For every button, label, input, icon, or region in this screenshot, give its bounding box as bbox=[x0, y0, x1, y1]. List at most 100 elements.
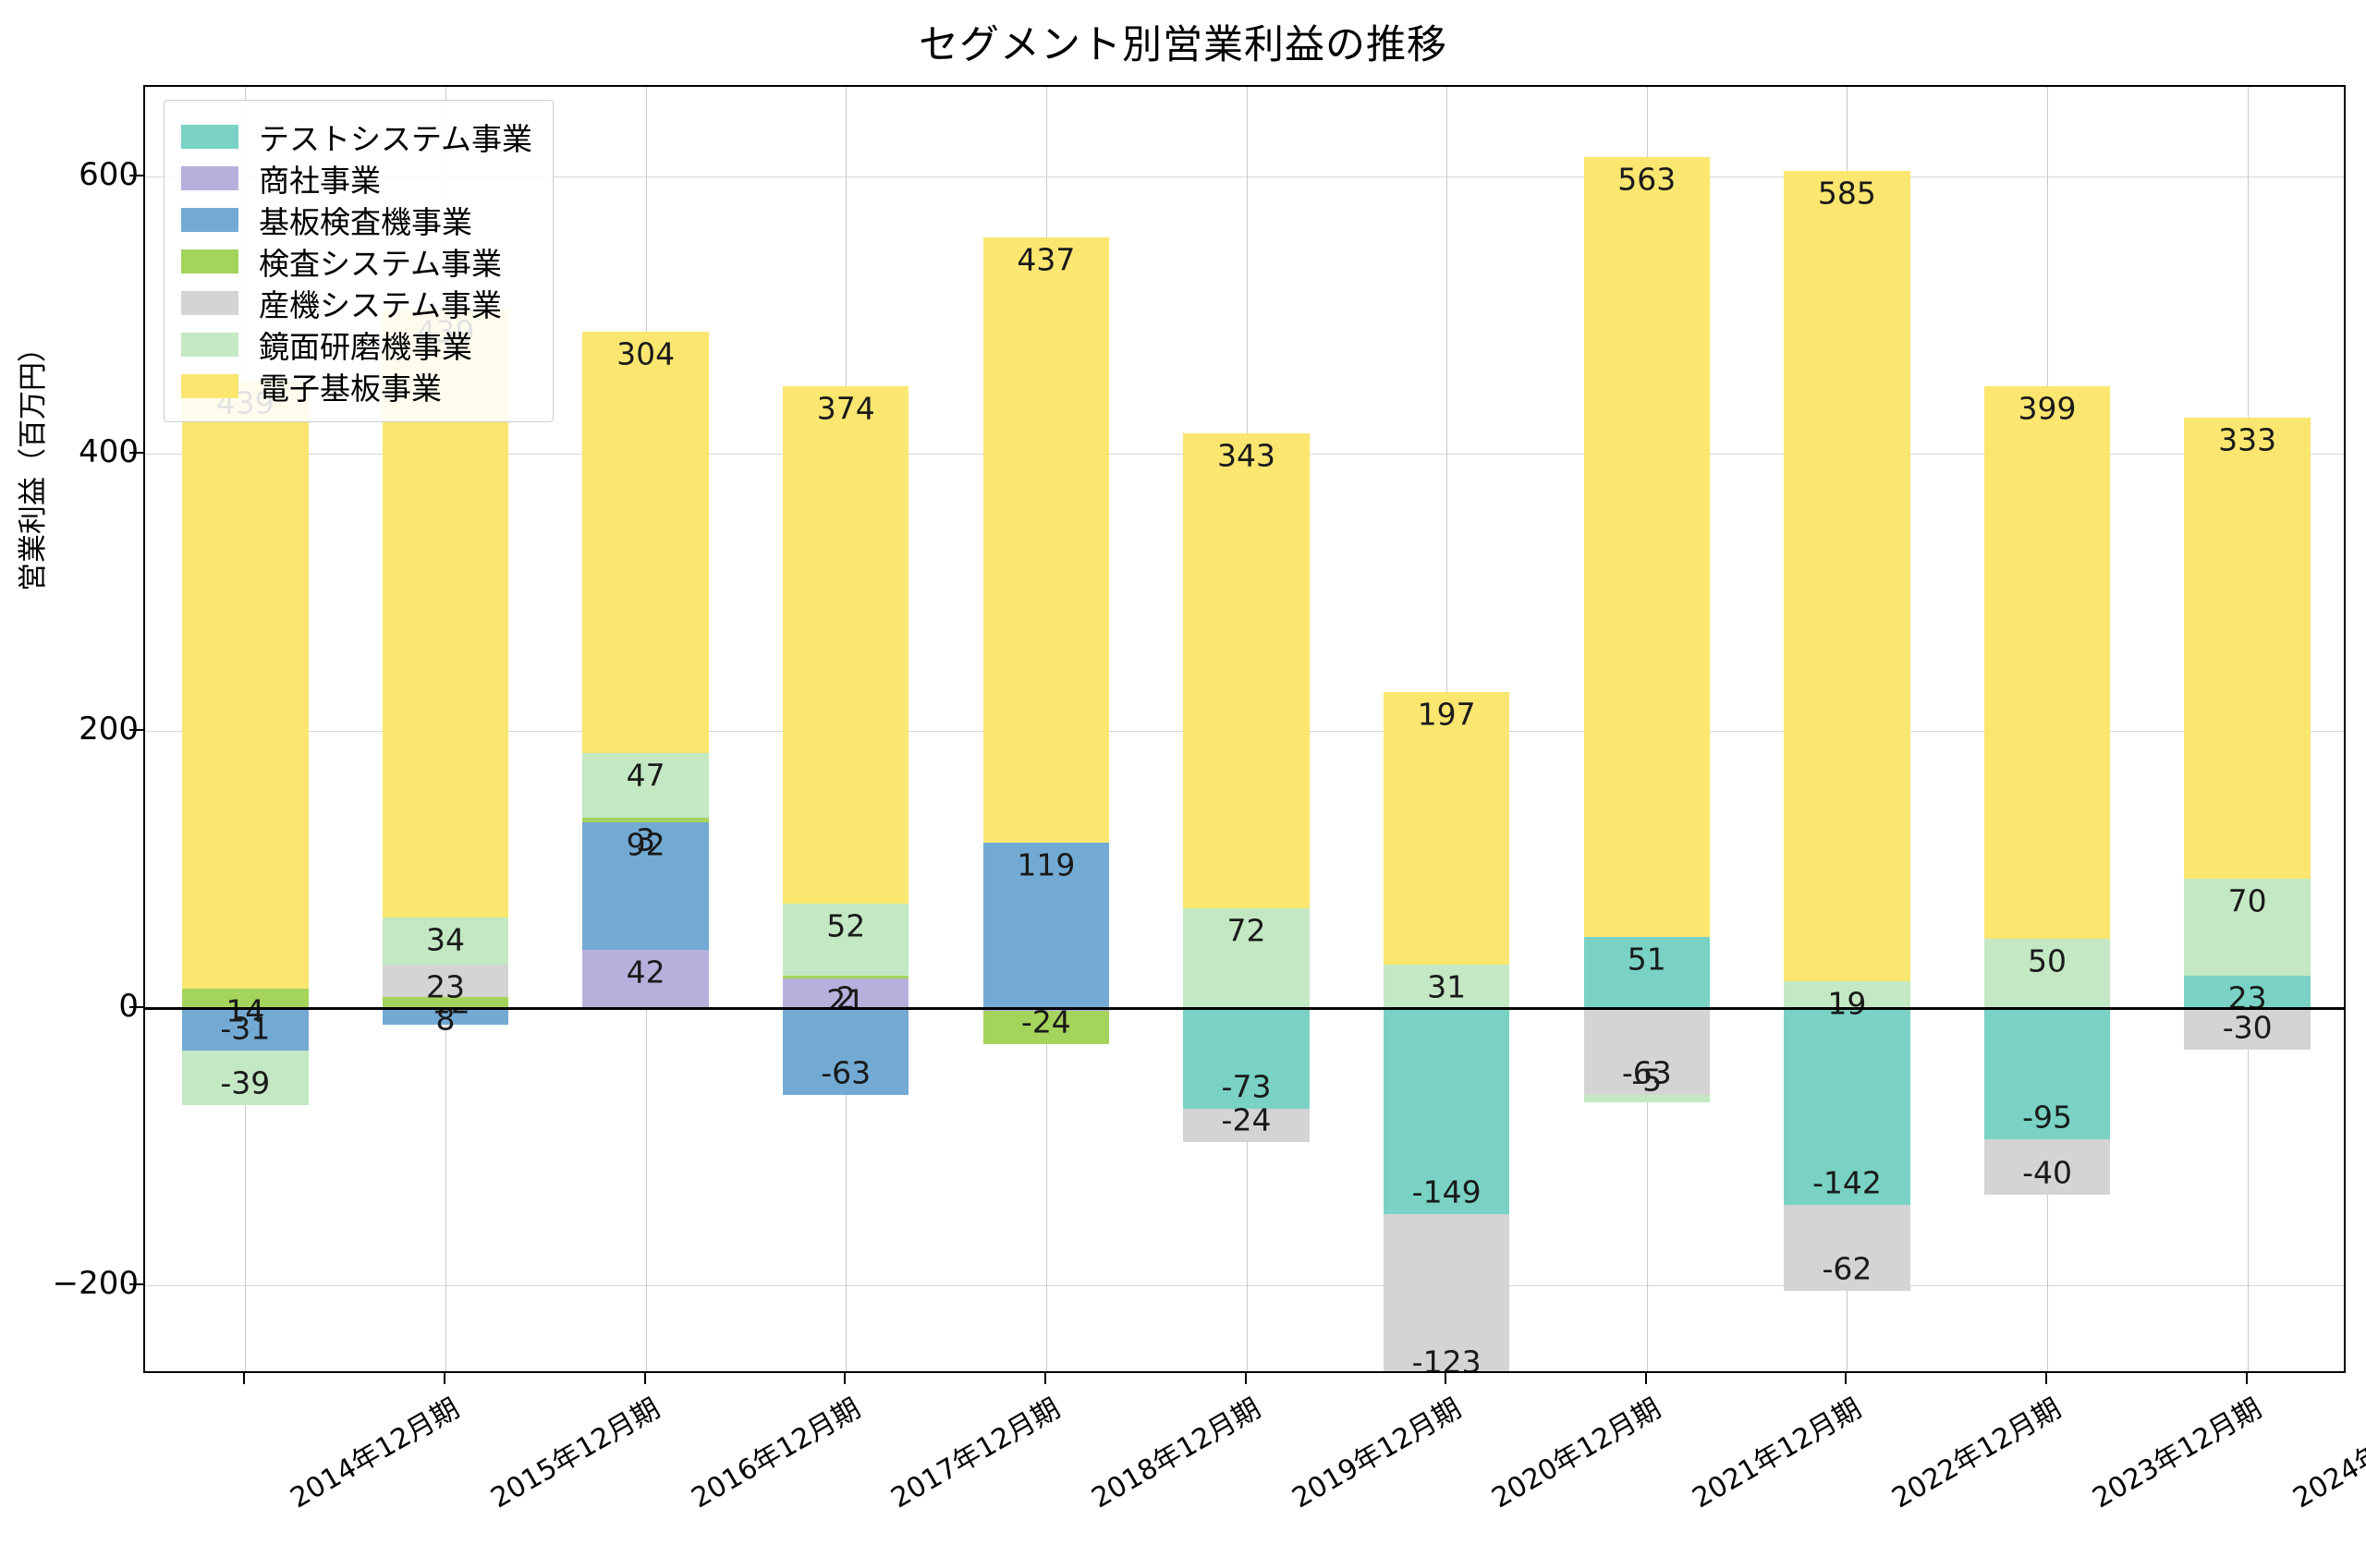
bar-segment bbox=[582, 332, 709, 753]
y-tick-mark bbox=[129, 729, 143, 731]
legend-item-label: 電子基板事業 bbox=[259, 370, 442, 407]
bar-segment bbox=[1383, 1007, 1510, 1215]
x-tick-label: 2015年12月期 bbox=[485, 1392, 665, 1515]
bar-segment bbox=[1183, 907, 1310, 1008]
legend-item-label: 商社事業 bbox=[259, 162, 381, 199]
bar-segment bbox=[1784, 171, 1910, 982]
bar-segment bbox=[1183, 1007, 1310, 1110]
zero-baseline bbox=[145, 1006, 2344, 1010]
x-tick-label: 2019年12月期 bbox=[1286, 1392, 1467, 1515]
page-title: セグメント別営業利益の推移 bbox=[919, 22, 1447, 68]
legend-item-label: 鏡面研磨機事業 bbox=[259, 328, 472, 365]
x-tick-mark bbox=[243, 1373, 246, 1384]
x-tick-label: 2016年12月期 bbox=[685, 1392, 866, 1515]
bar-segment bbox=[1583, 1007, 1710, 1096]
legend-item[interactable]: 検査システム事業 bbox=[181, 240, 532, 282]
bar-segment bbox=[1183, 432, 1310, 908]
x-tick-mark bbox=[2245, 1373, 2248, 1384]
bar-segment bbox=[2184, 879, 2311, 977]
bar-segment bbox=[582, 949, 709, 1008]
legend-swatch-icon bbox=[181, 332, 238, 357]
bar-segment bbox=[982, 843, 1110, 1008]
x-tick-mark bbox=[443, 1373, 445, 1384]
bar-segment bbox=[582, 818, 709, 822]
bar-segment bbox=[1784, 981, 1910, 1008]
bar-segment bbox=[2184, 418, 2311, 880]
y-tick-label: 200 bbox=[79, 711, 139, 748]
x-tick-mark bbox=[1845, 1373, 1848, 1384]
bar-segment bbox=[1583, 937, 1710, 1008]
legend-item[interactable]: 商社事業 bbox=[181, 157, 532, 199]
bar-segment bbox=[1983, 938, 2111, 1008]
legend-item-label: 検査システム事業 bbox=[259, 245, 503, 282]
x-tick-label: 2023年12月期 bbox=[2087, 1392, 2268, 1515]
x-tick-mark bbox=[2045, 1373, 2048, 1384]
chart-legend: テストシステム事業 商社事業基板検査機事業 検査システム事業 産機システム事業 鏡面研磨… bbox=[164, 100, 555, 422]
bar-segment bbox=[2184, 976, 2311, 1008]
bar-segment bbox=[1983, 385, 2111, 939]
legend-item[interactable]: テストシステム事業 bbox=[181, 115, 532, 157]
bar-segment bbox=[1583, 1095, 1710, 1102]
x-tick-label: 2024年12月期 bbox=[2287, 1392, 2366, 1515]
x-tick-mark bbox=[1043, 1373, 1046, 1384]
bar-segment bbox=[1784, 1007, 1910, 1205]
x-tick-label: 2020年12月期 bbox=[1486, 1392, 1667, 1515]
bar-segment bbox=[2184, 1007, 2311, 1050]
bar-segment bbox=[582, 821, 709, 950]
bar-segment bbox=[382, 996, 509, 1008]
bar-segment bbox=[1983, 1139, 2111, 1196]
bar-segment bbox=[182, 380, 309, 989]
legend-item-label: 基板検査機事業 bbox=[259, 203, 472, 240]
legend-item[interactable]: 基板検査機事業 bbox=[181, 199, 532, 240]
legend-swatch-icon bbox=[181, 207, 238, 232]
y-tick-mark bbox=[129, 175, 143, 177]
x-tick-mark bbox=[1644, 1373, 1647, 1384]
y-tick-label: 600 bbox=[79, 156, 139, 194]
x-tick-label: 2014年12月期 bbox=[285, 1392, 466, 1515]
y-tick-mark bbox=[129, 1005, 143, 1008]
x-tick-label: 2022年12月期 bbox=[1886, 1392, 2067, 1515]
bar-segment bbox=[182, 1051, 309, 1105]
legend-swatch-icon bbox=[181, 290, 238, 315]
bar-segment bbox=[1784, 1204, 1910, 1291]
y-tick-label: 0 bbox=[118, 987, 139, 1025]
x-tick-mark bbox=[1244, 1373, 1247, 1384]
bar-segment bbox=[782, 385, 909, 905]
bar-segment bbox=[1583, 157, 1710, 938]
bar-segment bbox=[782, 1007, 909, 1096]
x-tick-label: 2021年12月期 bbox=[1687, 1392, 1867, 1515]
bar-segment bbox=[982, 1010, 1110, 1044]
y-tick-label: 400 bbox=[79, 433, 139, 471]
legend-item[interactable]: 鏡面研磨機事業 bbox=[181, 323, 532, 365]
legend-item-label: 産機システム事業 bbox=[259, 286, 503, 323]
bar-segment bbox=[1383, 965, 1510, 1008]
bar-segment bbox=[382, 1007, 509, 1025]
x-tick-mark bbox=[643, 1373, 646, 1384]
x-tick-mark bbox=[1445, 1373, 1447, 1384]
x-tick-mark bbox=[844, 1373, 847, 1384]
legend-swatch-icon bbox=[181, 165, 238, 190]
y-tick-mark bbox=[129, 452, 143, 455]
plot-area: -3114-39439-1282334439429234730421-63252… bbox=[143, 85, 2346, 1373]
bar-segment bbox=[1183, 1109, 1310, 1143]
bar-segment bbox=[382, 965, 509, 997]
bar-segment bbox=[782, 976, 909, 979]
bar-segment bbox=[382, 918, 509, 966]
bar-segment bbox=[782, 904, 909, 977]
legend-item-label: テストシステム事業 bbox=[259, 120, 533, 157]
legend-item[interactable]: 産機システム事業 bbox=[181, 282, 532, 323]
x-tick-label: 2017年12月期 bbox=[885, 1392, 1067, 1515]
legend-swatch-icon bbox=[181, 124, 238, 149]
gridline-horizontal bbox=[145, 1284, 2344, 1286]
bar-segment bbox=[1983, 1007, 2111, 1140]
bar-segment bbox=[182, 1007, 309, 1051]
y-tick-label: −200 bbox=[52, 1264, 139, 1302]
bar-segment bbox=[982, 237, 1110, 844]
gridline-horizontal bbox=[145, 176, 2344, 178]
legend-swatch-icon bbox=[181, 373, 238, 398]
bar-segment bbox=[582, 752, 709, 819]
x-tick-label: 2018年12月期 bbox=[1086, 1392, 1266, 1515]
legend-swatch-icon bbox=[181, 249, 238, 273]
bar-segment bbox=[1383, 692, 1510, 966]
legend-item[interactable]: 電子基板事業 bbox=[181, 365, 532, 407]
